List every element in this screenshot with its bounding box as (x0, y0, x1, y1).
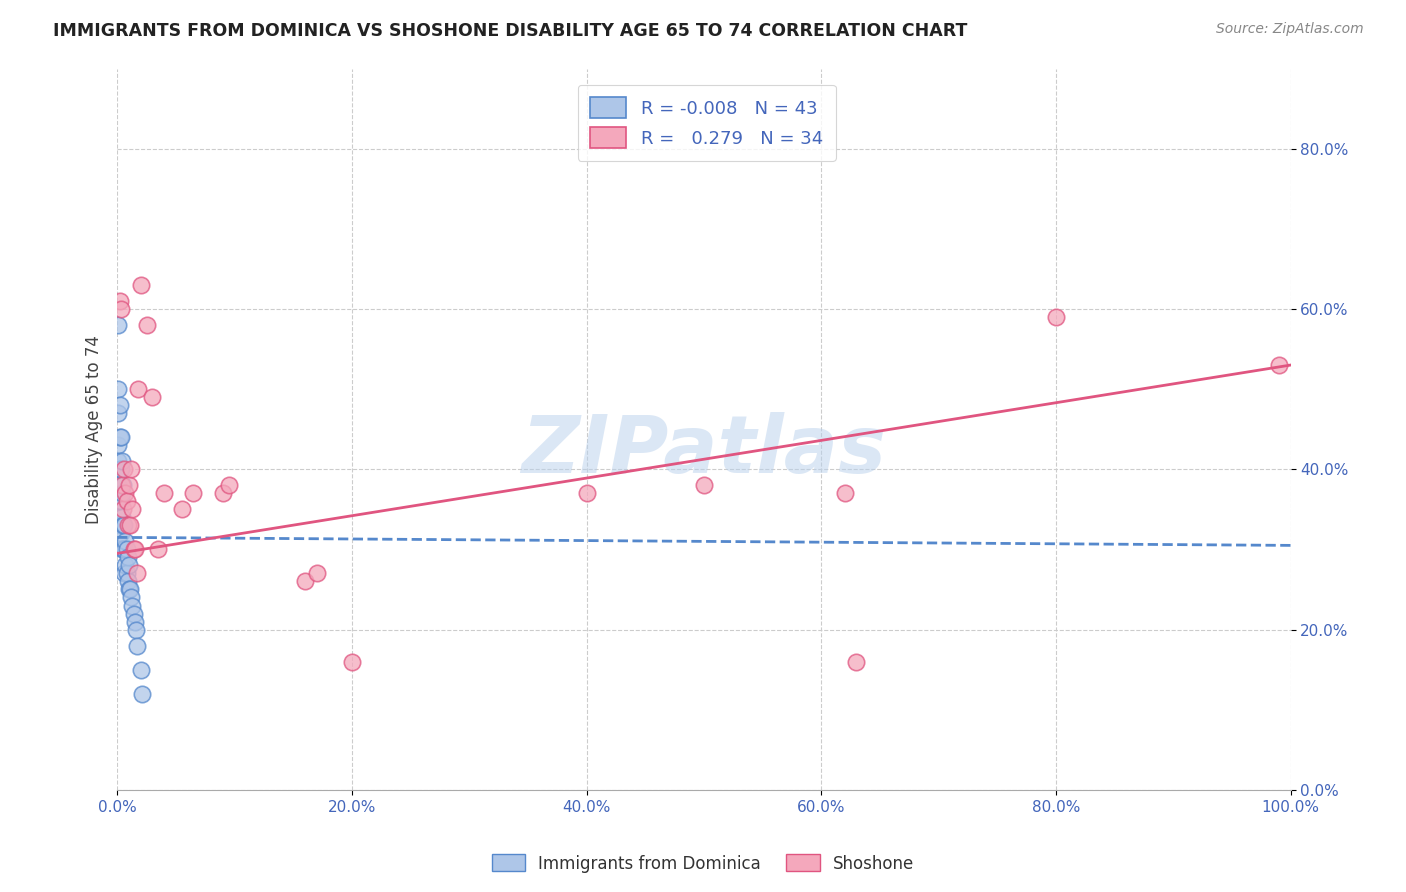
Point (148, 542, 170, 557)
Point (131, 687, 153, 701)
Text: Source: ZipAtlas.com: Source: ZipAtlas.com (1216, 22, 1364, 37)
Point (124, 615, 146, 629)
Point (127, 639, 149, 653)
Point (115, 494, 138, 508)
Point (108, 398, 131, 412)
Point (118, 582, 141, 597)
Point (107, 478, 129, 492)
Point (111, 486, 134, 500)
Point (183, 486, 205, 500)
Point (211, 486, 233, 500)
Point (108, 518, 131, 533)
Point (118, 478, 141, 492)
Point (141, 390, 163, 404)
Point (118, 558, 141, 573)
Point (108, 293, 131, 308)
Text: ZIPatlas: ZIPatlas (522, 412, 886, 490)
Point (117, 574, 139, 589)
Point (340, 655, 363, 669)
Point (111, 454, 134, 468)
Point (112, 542, 135, 557)
Point (111, 510, 134, 524)
Point (305, 566, 328, 581)
Point (834, 486, 856, 500)
Point (218, 478, 240, 492)
Point (112, 542, 135, 557)
Point (107, 438, 129, 452)
Point (129, 277, 152, 292)
Point (114, 486, 136, 500)
Point (125, 623, 148, 637)
Point (108, 494, 131, 508)
Point (127, 566, 149, 581)
Point (129, 663, 152, 677)
Point (110, 430, 132, 444)
Point (107, 494, 129, 508)
Point (112, 502, 135, 516)
Point (111, 478, 134, 492)
Point (135, 318, 157, 332)
Text: IMMIGRANTS FROM DOMINICA VS SHOSHONE DISABILITY AGE 65 TO 74 CORRELATION CHART: IMMIGRANTS FROM DOMINICA VS SHOSHONE DIS… (53, 22, 967, 40)
Point (122, 542, 145, 557)
Point (114, 534, 136, 549)
Point (112, 478, 135, 492)
Point (110, 526, 132, 541)
Point (112, 566, 135, 581)
Point (120, 518, 142, 533)
Point (108, 462, 131, 476)
Point (115, 542, 138, 557)
Point (1045, 310, 1067, 324)
Point (120, 591, 142, 605)
Point (575, 486, 598, 500)
Point (107, 318, 129, 332)
Point (153, 486, 176, 500)
Point (108, 430, 131, 444)
Point (170, 502, 193, 516)
Legend: Immigrants from Dominica, Shoshone: Immigrants from Dominica, Shoshone (485, 847, 921, 880)
Point (112, 518, 135, 533)
Y-axis label: Disability Age 65 to 74: Disability Age 65 to 74 (86, 334, 103, 524)
Point (294, 574, 316, 589)
Point (693, 478, 716, 492)
Point (110, 301, 132, 316)
Point (107, 406, 129, 420)
Point (112, 518, 135, 533)
Point (107, 454, 129, 468)
Point (121, 599, 143, 613)
Point (117, 518, 139, 533)
Point (111, 542, 134, 557)
Point (110, 462, 132, 476)
Point (114, 558, 136, 573)
Point (110, 494, 132, 508)
Point (121, 502, 143, 516)
Point (115, 566, 138, 581)
Point (120, 462, 142, 476)
Legend: R = -0.008   N = 43, R =   0.279   N = 34: R = -0.008 N = 43, R = 0.279 N = 34 (578, 85, 835, 161)
Point (107, 382, 129, 396)
Point (122, 607, 145, 621)
Point (127, 382, 149, 396)
Point (120, 582, 142, 597)
Point (124, 542, 146, 557)
Point (112, 462, 135, 476)
Point (117, 550, 139, 565)
Point (1268, 358, 1291, 372)
Point (845, 655, 868, 669)
